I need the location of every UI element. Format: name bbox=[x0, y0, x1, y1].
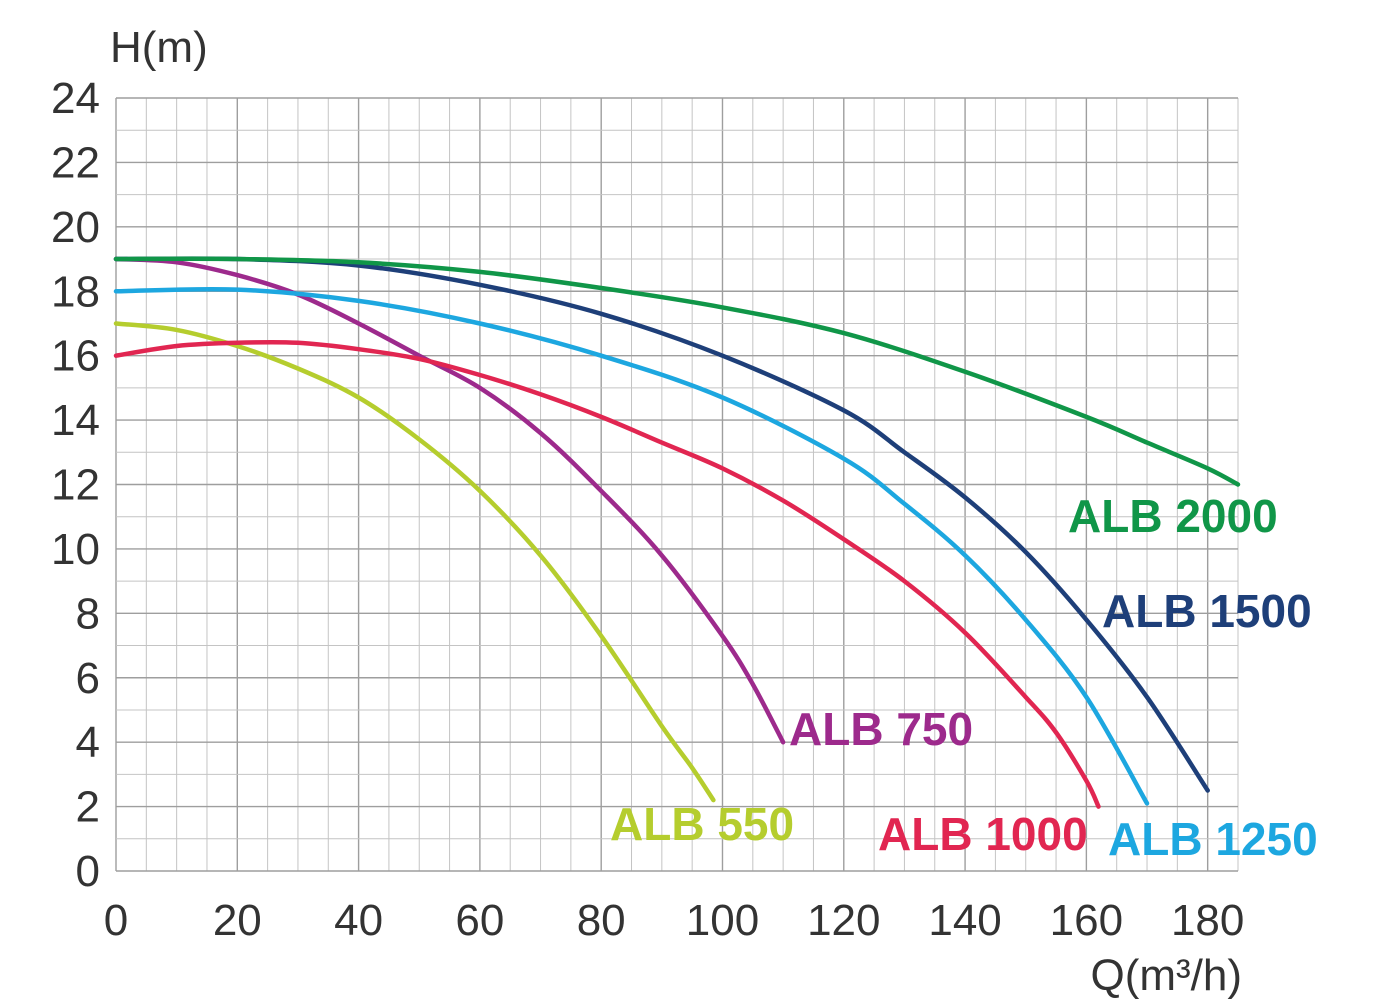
y-tick-label: 6 bbox=[76, 654, 100, 703]
series-line-alb-1000 bbox=[113, 339, 1101, 809]
series-line-alb-1500 bbox=[113, 256, 1210, 793]
x-tick-label: 100 bbox=[686, 896, 759, 945]
x-tick-label: 20 bbox=[213, 896, 262, 945]
series-label-alb-550: ALB 550 bbox=[610, 798, 794, 850]
x-axis-ticks: 0 20 40 60 80 100 120 140 160 180 bbox=[104, 896, 1245, 945]
series-label-alb-1500: ALB 1500 bbox=[1102, 585, 1312, 637]
series-labels: ALB 550 ALB 750 ALB 1000 ALB 1250 ALB 1500 AL… bbox=[610, 490, 1318, 865]
x-tick-label: 40 bbox=[334, 896, 383, 945]
x-tick-label: 160 bbox=[1050, 896, 1123, 945]
x-tick-label: 60 bbox=[455, 896, 504, 945]
x-axis-label: Q(m³/h) bbox=[1090, 951, 1242, 1000]
series-line-alb-750 bbox=[113, 256, 786, 745]
series-label-alb-2000: ALB 2000 bbox=[1068, 490, 1278, 542]
series-label-alb-1250: ALB 1250 bbox=[1108, 813, 1318, 865]
y-tick-label: 0 bbox=[76, 847, 100, 896]
y-tick-label: 24 bbox=[51, 74, 100, 123]
y-tick-label: 22 bbox=[51, 138, 100, 187]
x-tick-label: 140 bbox=[928, 896, 1001, 945]
y-tick-label: 20 bbox=[51, 203, 100, 252]
y-tick-label: 14 bbox=[51, 396, 100, 445]
y-tick-label: 4 bbox=[76, 718, 100, 767]
y-tick-label: 2 bbox=[76, 783, 100, 832]
y-tick-label: 8 bbox=[76, 589, 100, 638]
x-tick-label: 80 bbox=[577, 896, 626, 945]
series-line-alb-2000 bbox=[113, 256, 1241, 487]
y-tick-label: 12 bbox=[51, 461, 100, 510]
series-label-alb-750: ALB 750 bbox=[789, 703, 973, 755]
series-line-alb-1250 bbox=[113, 286, 1150, 806]
series-curves bbox=[113, 256, 1241, 809]
y-tick-label: 10 bbox=[51, 525, 100, 574]
y-tick-label: 16 bbox=[51, 332, 100, 381]
x-tick-label: 120 bbox=[807, 896, 880, 945]
series-line-alb-550 bbox=[113, 321, 716, 803]
series-label-alb-1000: ALB 1000 bbox=[878, 808, 1088, 860]
y-axis-label: H(m) bbox=[110, 23, 208, 72]
y-tick-label: 18 bbox=[51, 267, 100, 316]
x-tick-label: 0 bbox=[104, 896, 128, 945]
x-tick-label: 180 bbox=[1171, 896, 1244, 945]
